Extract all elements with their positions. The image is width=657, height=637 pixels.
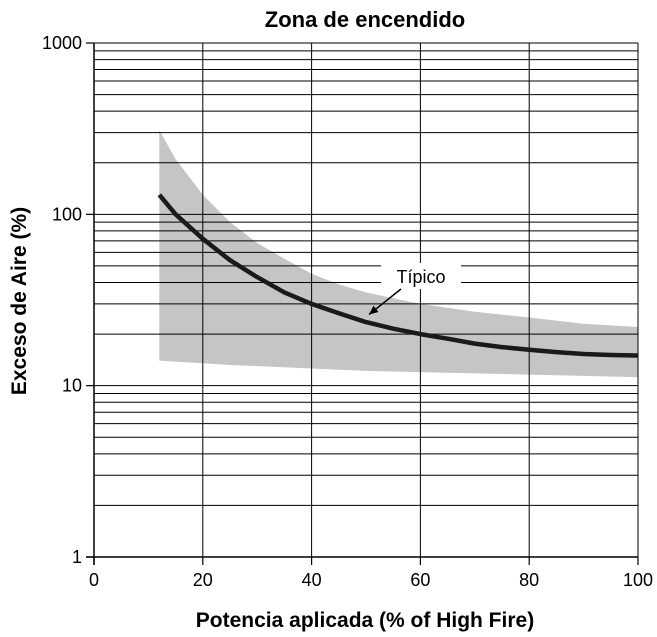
series-layer bbox=[157, 193, 639, 358]
chart-title: Zona de encendido bbox=[265, 7, 465, 32]
x-tick-label: 40 bbox=[302, 570, 322, 590]
y-tick-label: 1000 bbox=[42, 33, 82, 53]
y-axis-label: Exceso de Aire (%) bbox=[8, 207, 31, 395]
series-line bbox=[157, 193, 639, 358]
grid-layer bbox=[86, 42, 639, 565]
band-layer bbox=[159, 130, 639, 378]
annotation-bg bbox=[381, 263, 461, 289]
annotation-label: Típico bbox=[396, 267, 445, 287]
x-tick-label: 0 bbox=[89, 570, 99, 590]
range-band bbox=[159, 130, 639, 378]
x-tick-label: 100 bbox=[623, 570, 653, 590]
annotation-arrowhead bbox=[369, 305, 379, 315]
x-tick-label: 80 bbox=[519, 570, 539, 590]
y-tick-label: 100 bbox=[52, 204, 82, 224]
y-tick-label: 1 bbox=[72, 547, 82, 567]
tick-layer: 0 20 40 60 80 100 1 10 100 1000 bbox=[42, 33, 653, 590]
annotation-layer: Típico bbox=[368, 263, 461, 316]
x-tick-label: 20 bbox=[193, 570, 213, 590]
y-tick-label: 10 bbox=[62, 376, 82, 396]
x-axis-label: Potencia aplicada (% of High Fire) bbox=[196, 609, 534, 632]
x-tick-label: 60 bbox=[410, 570, 430, 590]
